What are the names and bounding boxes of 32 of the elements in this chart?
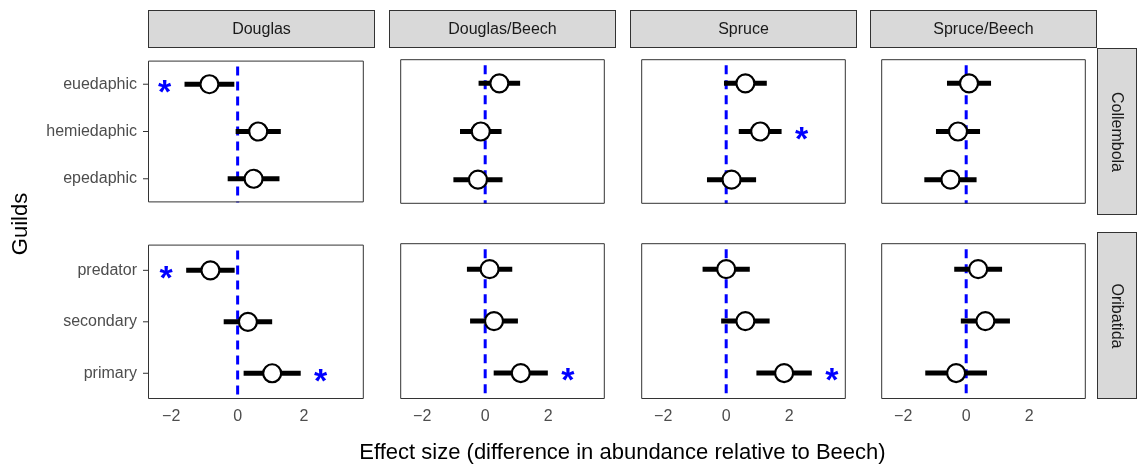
x-axis-title: Effect size (difference in abundance relative to Beech) [359,439,886,465]
annotation: * [157,71,172,110]
y-tick-label: predator [77,260,138,278]
y2-axis-title: Oribatida [1108,283,1126,348]
x-tick-label: 0 [233,407,243,425]
annotation: * [794,118,809,157]
y-tick-label: primary [83,363,137,381]
x-tick-label: 0 [721,407,731,425]
y-axis-title: Guilds [7,192,33,255]
annotation: * [561,360,576,399]
chart-title: Spruce/Beech [870,10,1097,48]
y-tick-label: euedaphic [63,74,137,92]
x-tick-label: 2 [299,407,309,425]
x-tick-label: 2 [784,407,794,425]
chart-title: Douglas [148,10,375,48]
y2-axis-title: Collembola [1108,91,1126,172]
x-tick-label: 2 [1024,407,1034,425]
annotation: * [159,257,174,296]
chart-title: Douglas/Beech [389,10,616,48]
y-tick-label: hemiedaphic [46,121,137,139]
annotation: * [314,360,329,399]
y-tick-label: epedaphic [63,169,137,187]
x-tick-label: 0 [961,407,971,425]
x-tick-label: 2 [543,407,553,425]
x-tick-label: 0 [480,407,490,425]
x-tick-label: −2 [162,407,181,425]
x-tick-label: −2 [413,407,432,425]
x-tick-label: −2 [894,407,913,425]
x-tick-label: −2 [654,407,673,425]
annotation: * [825,360,840,399]
y-tick-label: secondary [63,312,137,330]
chart-title: Spruce [630,10,857,48]
